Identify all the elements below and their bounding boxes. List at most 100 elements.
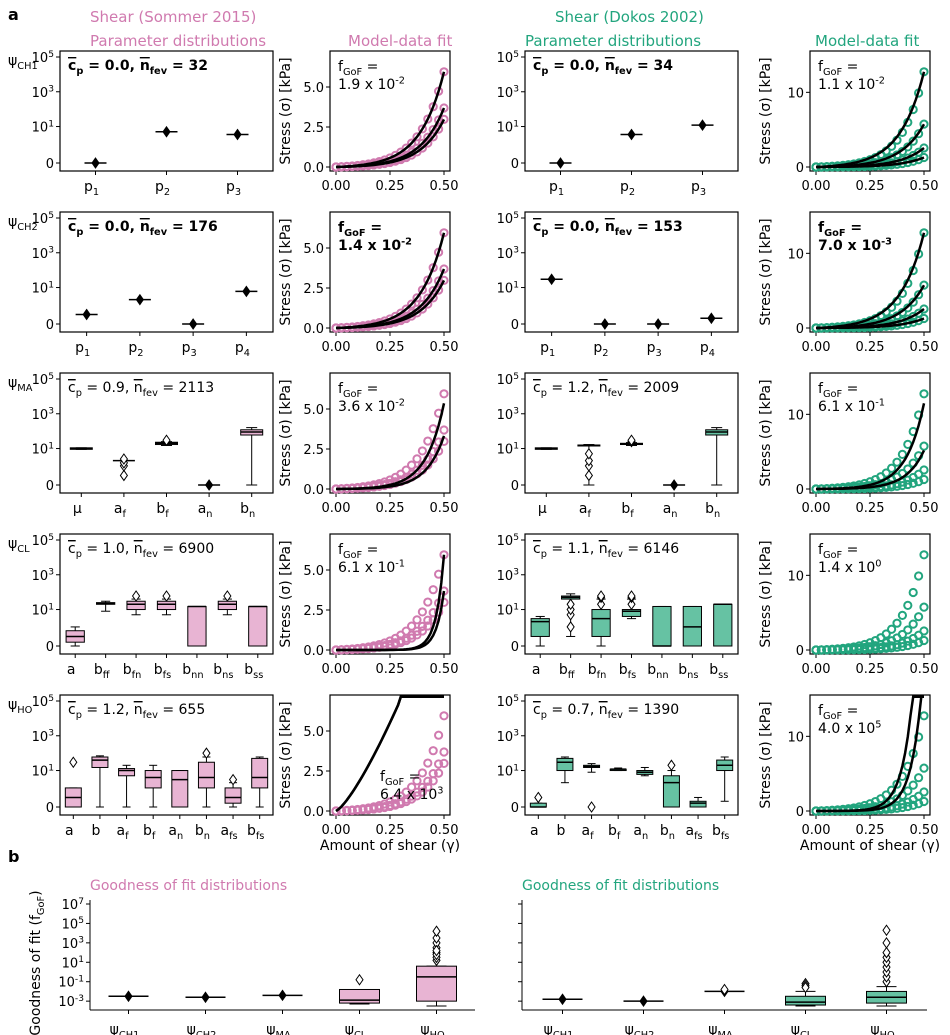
data-point <box>407 782 417 792</box>
text-part: 1 <box>513 441 519 451</box>
y-tick-label: 0.0 <box>303 161 324 176</box>
text-part: 10 <box>62 917 79 932</box>
outlier-diamond <box>223 590 232 602</box>
x-tick-label: bn​ <box>660 823 675 842</box>
y-tick-label: 101​ <box>497 119 519 135</box>
text-part: f <box>125 831 129 842</box>
data-point <box>908 800 918 810</box>
y-axis-label: Stress (σ) [kPa] <box>758 57 774 164</box>
x-tick-label: μ <box>73 501 82 517</box>
text-part: c <box>68 541 76 557</box>
x-tick-label: 0.00 <box>322 823 351 838</box>
text-part: b <box>660 823 669 839</box>
text-part: 3 <box>48 729 54 739</box>
text-part: b <box>608 823 617 839</box>
y-tick-label: 0 <box>796 805 804 820</box>
x-tick-label: 0.25 <box>856 340 885 355</box>
text-part: CH2 <box>17 222 37 233</box>
x-tick-label: 0.50 <box>910 662 939 677</box>
outlier-diamond <box>91 157 100 169</box>
x-tick-label: 0.25 <box>376 340 405 355</box>
text-part: = 153 <box>632 219 683 235</box>
data-point <box>903 479 913 490</box>
y-tick-label: 5.0 <box>303 725 324 740</box>
text-part: ψ <box>791 1022 800 1035</box>
x-tick-label: 0.00 <box>802 340 831 355</box>
y-tick-label: 0 <box>796 644 804 659</box>
text-part: 1 <box>513 763 519 773</box>
y-tick-label: 10 <box>787 408 804 423</box>
param-axes-sommer: 0 101​ 103​ 105​ cp​ = 0.9, nfev​ = 2113 μ af​… <box>32 372 274 520</box>
y-axis-label: Stress (σ) [kPa] <box>278 218 294 325</box>
fgof-value: 1.4 x 10-2​ <box>338 236 412 254</box>
x-tick-label: 0.25 <box>856 823 885 838</box>
data-point <box>860 644 870 655</box>
text-part: 1 <box>84 348 90 359</box>
text-part: 6.1 x 10 <box>818 399 875 415</box>
data-point <box>919 796 929 807</box>
fit-axes-dokos: 0 10 0.00 0.25 0.50 Stress (σ) [kPa] fGoF​ =1.… <box>758 533 939 677</box>
stats-text: cp​ = 1.2, nfev​ = 2009 <box>533 380 679 399</box>
data-point <box>428 746 438 756</box>
y-tick-label: 10 <box>787 730 804 745</box>
y-tick-label: 105​ <box>497 211 519 227</box>
data-point <box>865 644 875 654</box>
model-label: ψHO​ <box>8 697 33 716</box>
text-part: 1.4 x 10 <box>818 560 875 576</box>
text-part: 10 <box>62 898 79 913</box>
text-part: a <box>117 823 126 839</box>
data-point <box>919 152 929 163</box>
data-point <box>407 299 417 309</box>
text-part: ψ <box>8 536 17 552</box>
box <box>251 757 269 789</box>
fgof-label: fGoF​ = <box>380 769 420 788</box>
y-tick-label: 105​ <box>32 533 54 549</box>
text-part: b <box>94 662 103 678</box>
x-tick-label: p1​ <box>549 179 564 198</box>
fit-axes-sommer: 0.0 2.5 5.0 0.00 0.25 0.50 Stress (σ) [kPa] fGo… <box>278 211 458 355</box>
data-point <box>439 264 449 274</box>
data-point <box>423 776 433 786</box>
param-title-sommer: Parameter distributions <box>90 32 266 50</box>
text-part: a <box>579 501 588 517</box>
outlier-diamond <box>162 434 171 447</box>
text-part: nn <box>191 670 203 681</box>
text-part: n <box>134 541 143 557</box>
data-point <box>908 639 918 649</box>
data-point <box>887 463 897 473</box>
outlier-diamond <box>202 747 211 760</box>
outlier-diamond <box>566 621 575 633</box>
text-part: CH1 <box>119 1030 139 1035</box>
axes-frame <box>524 211 739 333</box>
text-part: 10 <box>497 408 514 423</box>
x-tick-label: 0.00 <box>322 340 351 355</box>
text-part: 10 <box>32 730 49 745</box>
text-part: = 1.2, <box>82 702 134 718</box>
x-tick-label: 0.00 <box>802 823 831 838</box>
model-curve <box>816 317 925 330</box>
fit-axes-sommer: 0.0 2.5 5.0 0.00 0.25 0.50 Stress (σ) [kPa] fGo… <box>278 533 458 677</box>
text-part: a <box>530 823 539 839</box>
outlier-diamond <box>119 469 129 482</box>
x-tick-label: 0.00 <box>322 662 351 677</box>
text-part: c <box>68 702 76 718</box>
data-point <box>417 782 427 792</box>
outlier-diamond <box>432 925 441 938</box>
x-tick-label: af​ <box>582 823 595 842</box>
data-point <box>887 624 897 634</box>
box <box>248 605 268 647</box>
text-part: 1 <box>93 187 99 198</box>
data-point <box>380 802 390 813</box>
text-part: 10 <box>32 604 49 619</box>
x-tick-label: p3​ <box>226 179 241 198</box>
text-part: = 0.0, <box>548 219 604 235</box>
fit-axes-dokos: 0 10 0.00 0.25 0.50 Stress (σ) [kPa] fGoF​ =6.… <box>758 372 938 516</box>
text-part: n <box>140 58 150 74</box>
text-part: = 1.1, <box>547 541 599 557</box>
stats-text: cp​ = 0.0, nfev​ = 32 <box>68 58 208 77</box>
text-part: = 1390 <box>623 702 679 718</box>
text-part: b <box>556 823 565 839</box>
